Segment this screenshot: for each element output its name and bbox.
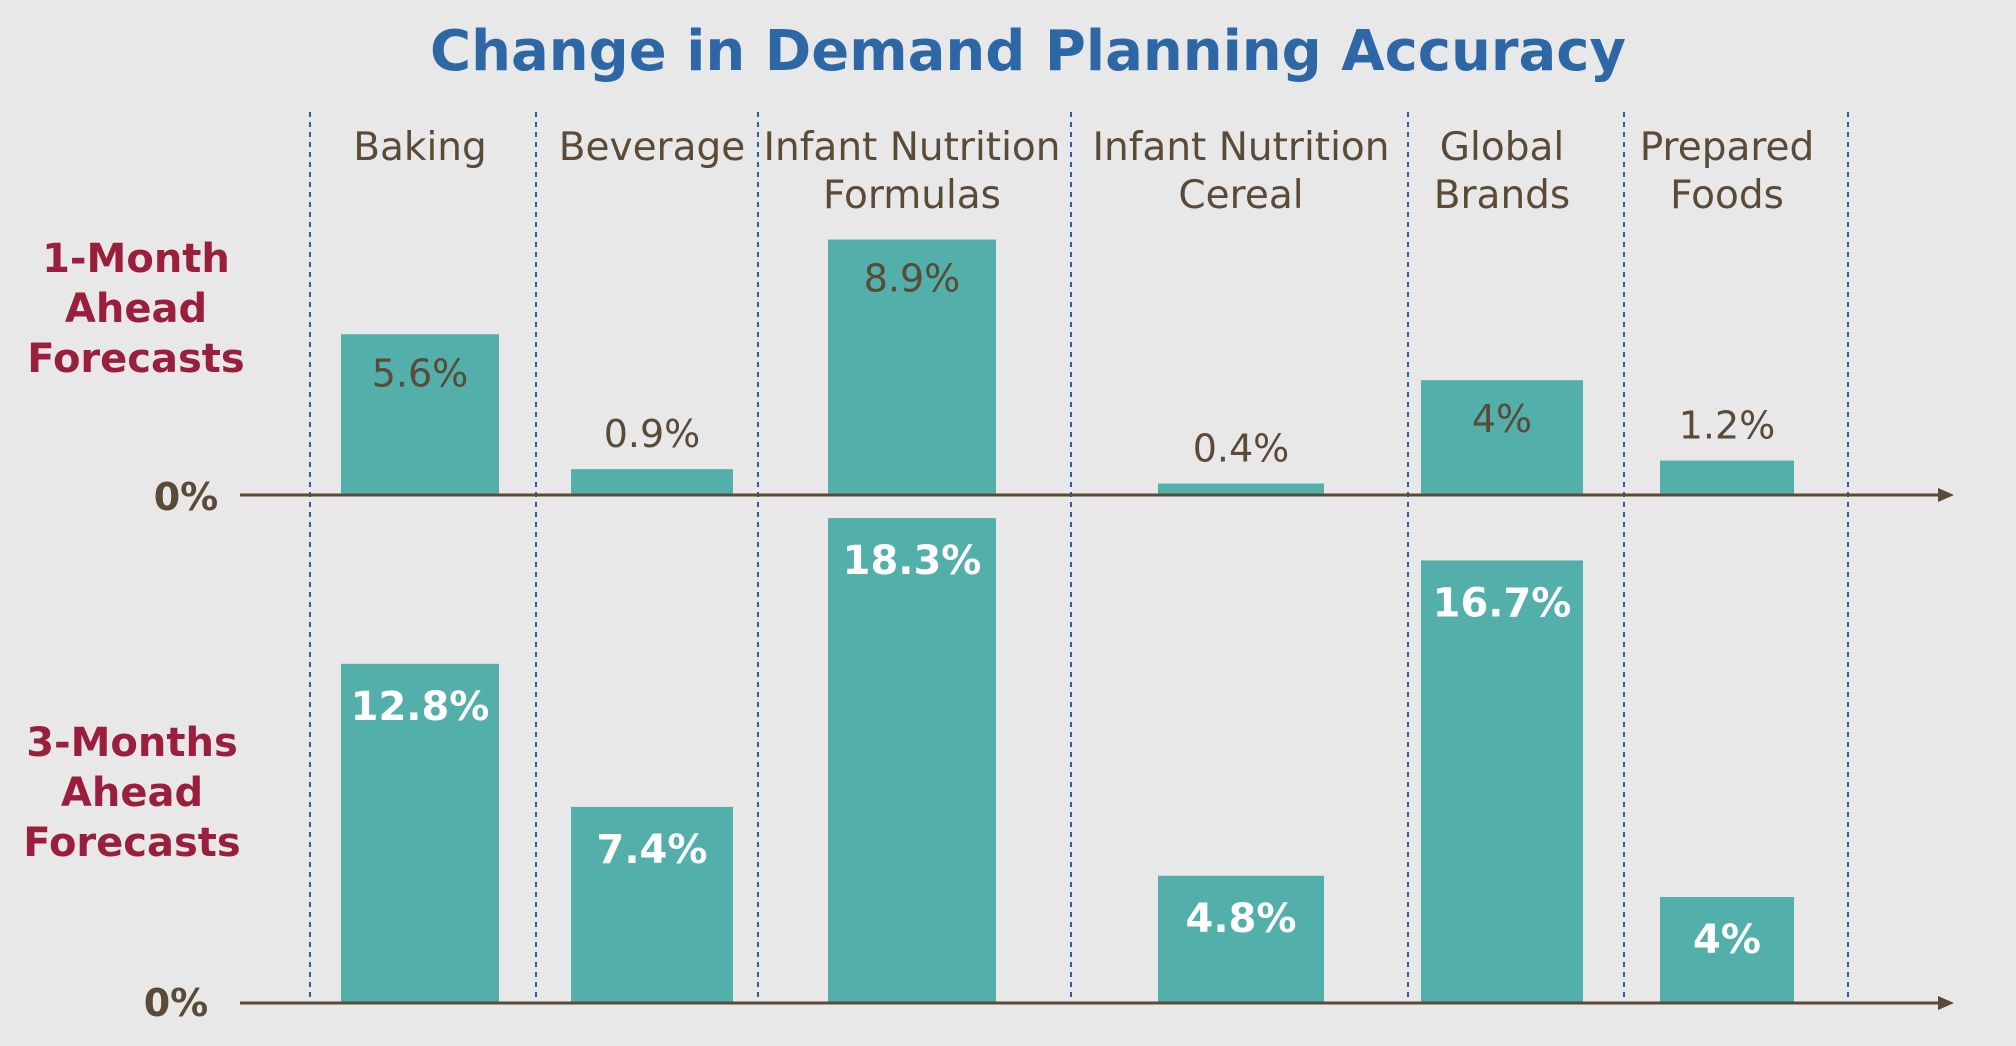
bar-3-months	[1660, 897, 1794, 1003]
series-label-line: Forecasts	[23, 820, 240, 866]
category-label-line: Brands	[1434, 173, 1570, 218]
series-label-line: 3-Months	[26, 720, 238, 766]
baseline-label-top: 0%	[154, 475, 219, 519]
category-label: Beverage	[559, 125, 746, 170]
category-label: Prepared Foods	[1640, 125, 1815, 218]
bar-3-months	[1421, 560, 1583, 1003]
series-label-line: Ahead	[61, 770, 203, 816]
bar-1-month	[828, 239, 996, 495]
data-label-3-months: 12.8%	[351, 684, 490, 730]
bar-3-months	[571, 806, 733, 1003]
category-label: Infant Nutrition Cereal	[1092, 125, 1389, 218]
baseline-label-bottom: 0%	[144, 981, 209, 1025]
bars-1-month: 5.6% 0.9% 8.9% 0.4% 4% 1.2%	[341, 239, 1794, 495]
bar-1-month	[341, 334, 499, 495]
data-label-1-month: 4%	[1472, 397, 1532, 441]
bars-3-months: 12.8% 7.4% 18.3% 4.8% 16.7% 4%	[341, 518, 1794, 1003]
data-label-3-months: 4.8%	[1186, 896, 1297, 942]
category-label-line: Beverage	[559, 125, 746, 170]
axis-arrow-icon	[1938, 996, 1954, 1010]
category-label-line: Global	[1440, 125, 1564, 170]
axis-arrow-icon	[1938, 488, 1954, 502]
category-labels: Baking Beverage Infant Nutrition FormulasIn…	[353, 125, 1814, 218]
series-label: 3-Months Ahead Forecasts	[23, 720, 240, 866]
data-label-1-month: 1.2%	[1679, 404, 1776, 448]
bar-3-months	[341, 663, 499, 1003]
series-label-line: 1-Month	[42, 236, 230, 282]
data-label-3-months: 18.3%	[843, 538, 982, 584]
series-label-line: Forecasts	[27, 336, 244, 382]
data-label-1-month: 8.9%	[864, 257, 961, 301]
category-label-line: Formulas	[823, 173, 1001, 218]
data-label-1-month: 5.6%	[372, 351, 469, 395]
bar-1-month	[1158, 483, 1324, 495]
axes	[240, 488, 1954, 1010]
chart-title: Change in Demand Planning Accuracy	[430, 19, 1626, 84]
data-label-3-months: 4%	[1693, 917, 1761, 963]
data-label-3-months: 16.7%	[1433, 580, 1572, 626]
data-label-1-month: 0.4%	[1193, 427, 1290, 471]
series-label: 1-Month Ahead Forecasts	[27, 236, 244, 382]
data-label-1-month: 0.9%	[604, 412, 701, 456]
category-label-line: Infant Nutrition	[763, 125, 1060, 170]
bar-1-month	[1660, 460, 1794, 495]
bar-3-months	[1158, 875, 1324, 1003]
category-label-line: Foods	[1670, 173, 1784, 218]
bar-1-month	[571, 469, 733, 495]
series-label-line: Ahead	[65, 286, 207, 332]
category-label-line: Cereal	[1178, 173, 1303, 218]
bar-1-month	[1421, 380, 1583, 495]
column-dividers	[309, 112, 1849, 1003]
category-label: Infant Nutrition Formulas	[763, 125, 1060, 218]
category-label-line: Prepared	[1640, 125, 1815, 170]
category-label-line: Infant Nutrition	[1092, 125, 1389, 170]
bar-3-months	[828, 518, 996, 1003]
category-label-line: Baking	[353, 125, 487, 170]
data-label-3-months: 7.4%	[597, 827, 708, 873]
category-label: Baking	[353, 125, 487, 170]
category-label: Global Brands	[1434, 125, 1570, 218]
